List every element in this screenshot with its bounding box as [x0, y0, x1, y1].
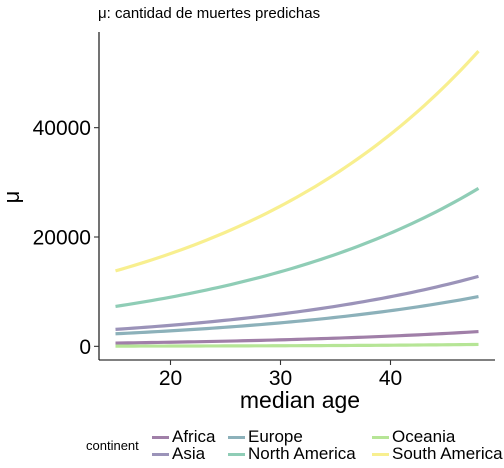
legend-swatch	[228, 453, 245, 456]
legend-swatch	[372, 453, 389, 456]
legend-label: North America	[248, 444, 356, 463]
y-tick-label: 40000	[33, 117, 91, 140]
series-line-asia	[115, 274, 479, 331]
chart-subtitle: μ: cantidad de muertes predichas	[98, 5, 321, 22]
y-axis-label: μ	[0, 190, 24, 204]
series-line-africa	[115, 329, 479, 345]
series-line-south-america	[115, 50, 480, 273]
x-axis-label: median age	[239, 387, 361, 413]
legend-swatch	[228, 436, 245, 439]
series-line-europe	[115, 295, 479, 336]
legend-swatch	[372, 436, 389, 439]
legend-swatch	[152, 436, 169, 439]
legend-label: Asia	[172, 444, 206, 463]
y-tick-label: 0	[79, 336, 91, 359]
x-tick-label: 30	[269, 367, 292, 390]
y-tick-label: 20000	[33, 227, 91, 250]
legend-label: Oceania	[392, 427, 456, 446]
series-line-north-america	[115, 186, 480, 309]
legend: continent Africa Asia Europe North Ameri…	[86, 427, 504, 466]
x-tick-label: 20	[159, 367, 182, 390]
x-tick-label: 40	[379, 367, 402, 390]
series-line-oceania	[115, 342, 479, 348]
legend-label: Europe	[248, 427, 303, 446]
legend-swatch	[152, 453, 169, 456]
legend-label: Africa	[172, 427, 216, 446]
legend-label: South America	[392, 444, 503, 463]
legend-title: continent	[86, 438, 139, 453]
